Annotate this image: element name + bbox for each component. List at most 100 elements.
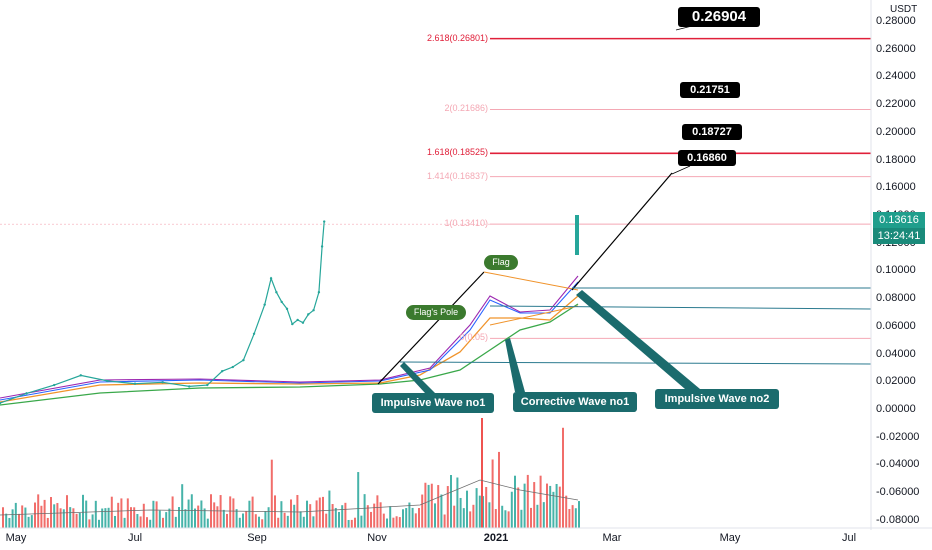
price-point [320,245,324,248]
x-tick-label: 2021 [483,532,509,544]
volume-bar [466,490,468,528]
volume-bar [30,515,33,528]
price-point [317,291,321,294]
volume-bar [222,509,225,528]
price-point [79,374,82,377]
target-callout-4[interactable]: 0.16860 [678,150,736,166]
flag-bubble[interactable]: Flag [484,255,518,270]
target-trendline [571,172,673,291]
volume-bar [389,506,392,528]
volume-bar [245,511,248,528]
volume-bar [299,511,302,528]
volume-bar [514,475,516,528]
price-point [323,220,326,223]
volume-bar [344,502,347,528]
fibonacci-levels [0,37,871,339]
volume-bar [69,507,72,528]
volume-bar [123,517,126,528]
volume-bar [558,486,561,528]
flag-pole-bubble[interactable]: Flag's Pole [406,305,466,320]
target-callout-1[interactable]: 0.26904 [678,7,760,27]
callout-leader [671,165,691,175]
latest-candle [575,215,579,255]
volume-bar [533,482,536,528]
volume-bar [402,509,404,528]
volume-bar [341,505,344,528]
volume-bar [376,495,379,528]
volume-bar [91,514,94,528]
volume-bar [50,497,52,528]
volume-bar [53,504,56,528]
volume-bar [549,485,552,528]
volume-bar [149,519,152,528]
volume-bar [347,519,350,528]
volume-bar [398,517,401,528]
volume-bar [117,502,120,528]
x-tick-label: May [5,532,27,544]
volume-bar [498,451,500,528]
y-tick-label: 0.24000 [876,70,916,83]
volume-bar [562,427,564,528]
volume-bar [350,519,353,528]
volume-bar [334,507,337,528]
volume-bar [571,505,574,528]
volume-bar [136,514,139,528]
volume-bar [325,513,328,528]
price-point [296,318,299,322]
volume-bar [11,509,14,528]
volume-bar [424,482,427,528]
volume-bar [18,513,20,528]
volume-bar [488,502,491,528]
volume-bar [146,517,148,528]
price-point [188,385,191,388]
price-point [285,307,289,311]
y-tick-label: -0.06000 [876,486,920,499]
volume-bar [158,510,161,528]
target-callout-3[interactable]: 0.18727 [682,124,742,140]
volume-bar [14,502,17,528]
volume-bar [184,509,187,528]
volume-bar [434,503,436,528]
volume-bar [187,499,190,528]
price-point [53,383,56,387]
price-point [275,291,278,294]
price-point [0,401,2,405]
volume-bar [395,516,398,528]
fib-level-label: 0(0.05) [459,332,488,343]
volume-bar [290,499,292,528]
price-point [231,365,234,369]
y-tick-label: 0.22000 [876,98,916,111]
fib-level-label: 1.414(0.16837) [426,170,488,181]
volume-bar [357,472,360,528]
x-tick-label: Jul [127,532,143,544]
target-callout-2[interactable]: 0.21751 [680,82,740,98]
volume-bar [408,502,411,528]
x-tick-label: Mar [602,532,622,544]
volume-bar [37,494,40,528]
price-point [301,321,305,324]
price-point [220,370,224,373]
volume-bar [446,486,449,528]
wave-3-pointer [576,290,700,389]
volume-bar [206,518,209,528]
volume-bar [27,516,30,528]
price-point [161,381,164,384]
y-tick-label: 0.26000 [876,42,916,55]
volume-bar [478,495,481,528]
volume-bar [382,513,385,528]
volume-bar [456,477,459,528]
volume-bar [293,504,296,528]
volume-bar [453,505,456,528]
volume-bar [162,517,164,528]
volume-bar [360,515,363,528]
flag-pole-line [377,271,485,385]
volume-bar [56,503,59,528]
volume-bar [88,519,91,528]
volume-bar [370,511,372,528]
volume-spike [481,418,483,528]
impulsive-wave-1-label[interactable]: Impulsive Wave no1 [372,393,494,413]
impulsive-wave-2-label[interactable]: Impulsive Wave no2 [655,389,779,409]
volume-bar [440,494,443,528]
corrective-wave-1-label[interactable]: Corrective Wave no1 [513,392,637,412]
